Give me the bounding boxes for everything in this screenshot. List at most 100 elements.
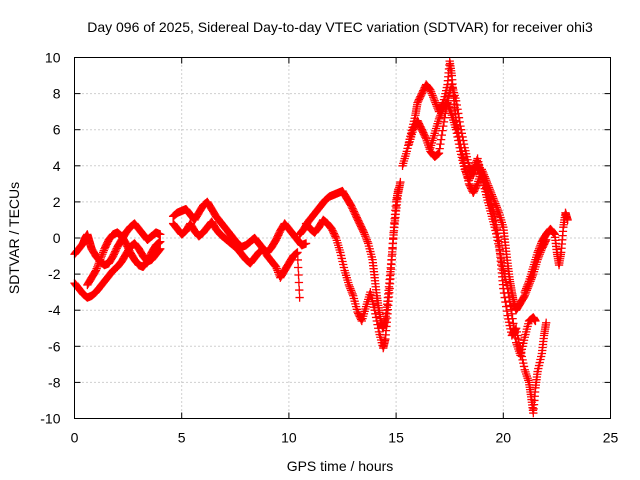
data-point [517, 345, 527, 354]
series-track-h [398, 56, 551, 315]
data-point [122, 240, 131, 250]
data-point [502, 278, 511, 287]
data-point [471, 184, 480, 193]
data-point [502, 302, 511, 311]
data-point [549, 229, 559, 238]
data-point [456, 147, 465, 156]
data-point [331, 232, 340, 241]
data-point [419, 128, 428, 137]
data-point [496, 250, 505, 259]
data-point [473, 154, 482, 163]
data-point [459, 159, 468, 168]
data-point [274, 229, 284, 238]
data-point [293, 248, 302, 257]
data-point [455, 143, 464, 152]
data-point [145, 252, 154, 262]
data-point [494, 239, 503, 248]
data-point [505, 297, 514, 306]
x-axis-label: GPS time / hours [287, 458, 394, 474]
y-tick-label: 4 [53, 158, 61, 174]
data-point [330, 230, 339, 240]
data-point [454, 139, 464, 149]
data-point [501, 297, 510, 307]
data-point [504, 288, 513, 297]
data-point [416, 122, 425, 131]
data-point [339, 260, 348, 269]
data-point [451, 96, 461, 105]
data-point [359, 226, 368, 236]
data-point [274, 231, 283, 240]
data-point [328, 226, 337, 235]
data-point [509, 319, 518, 328]
data-point [537, 352, 546, 361]
data-point [434, 149, 444, 158]
data-point [416, 92, 425, 101]
data-point [339, 263, 349, 272]
data-point [508, 314, 517, 323]
x-tick-label: 20 [496, 430, 512, 446]
data-point [348, 204, 357, 213]
data-point [510, 328, 519, 338]
data-point [371, 309, 380, 318]
data-point [102, 240, 111, 249]
x-tick-label: 5 [178, 430, 186, 446]
data-point [351, 210, 360, 219]
data-point [492, 232, 502, 242]
data-point [346, 201, 356, 210]
data-point [374, 324, 383, 333]
data-point [356, 222, 366, 231]
data-point [502, 281, 512, 290]
data-point [372, 316, 381, 326]
data-point [413, 98, 422, 107]
data-point [497, 258, 507, 267]
data-point [435, 144, 444, 153]
data-point [519, 292, 529, 302]
data-point [459, 162, 469, 171]
data-point [437, 130, 446, 140]
data-point [535, 358, 544, 367]
data-point [497, 254, 506, 263]
x-tick-label: 25 [603, 430, 619, 446]
data-point [536, 355, 545, 364]
series-track-i [404, 80, 551, 418]
data-point [419, 130, 429, 139]
data-point [109, 250, 118, 259]
data-point [452, 129, 461, 138]
y-tick-label: -2 [48, 266, 61, 282]
data-point [454, 136, 463, 145]
data-point [499, 269, 509, 278]
data-point [501, 275, 510, 284]
data-point [518, 355, 527, 364]
x-tick-label: 0 [71, 430, 79, 446]
data-point [511, 333, 520, 343]
data-point [440, 92, 449, 101]
data-point [403, 144, 412, 153]
data-point [350, 208, 359, 218]
y-axis-label: SDTVAR / TECUs [6, 182, 22, 294]
data-point [301, 239, 311, 248]
data-point [456, 121, 465, 131]
data-point [293, 255, 302, 265]
data-point [156, 230, 165, 239]
data-point [373, 320, 382, 329]
data-point [492, 229, 501, 238]
data-point [417, 89, 426, 98]
data-point [469, 187, 479, 196]
data-point [476, 166, 485, 175]
data-point [414, 119, 424, 128]
data-point [470, 185, 479, 195]
data-point [101, 241, 111, 250]
data-point [404, 141, 413, 150]
data-point [465, 181, 474, 190]
data-point [503, 284, 512, 293]
data-point [366, 291, 376, 300]
data-point [351, 211, 361, 221]
data-point [509, 324, 519, 333]
y-tick-label: -6 [48, 338, 61, 354]
data-point [271, 235, 281, 244]
data-point [294, 270, 303, 280]
data-point [370, 306, 379, 315]
data-point [478, 175, 487, 184]
data-point [354, 310, 364, 320]
data-point [421, 133, 430, 142]
